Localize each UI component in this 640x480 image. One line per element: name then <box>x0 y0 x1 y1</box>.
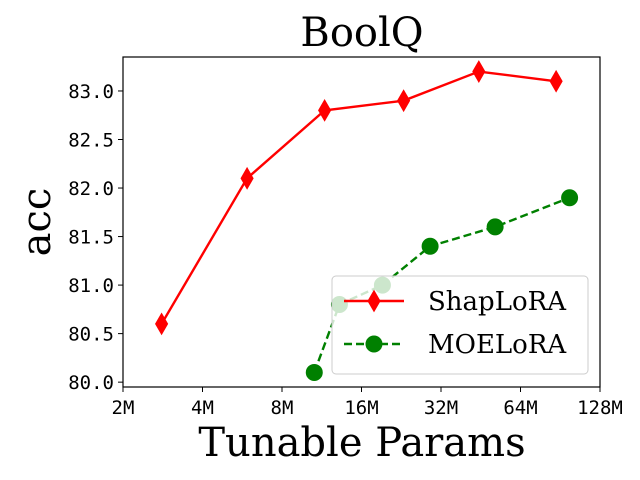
x-tick-label: 32M <box>424 397 458 419</box>
shaplora-point <box>472 60 486 83</box>
x-tick-label: 8M <box>271 397 294 419</box>
shaplora-line <box>160 70 557 325</box>
legend-label-shaplora: ShapLoRA <box>428 287 567 317</box>
y-axis-label: acc <box>14 188 60 257</box>
moelora-point <box>421 237 439 255</box>
y-tick-label: 82.5 <box>68 130 114 152</box>
shaplora-point <box>318 98 332 122</box>
series-shaplora <box>155 60 563 336</box>
x-axis: 2M 4M 8M 16M 32M 64M 128M <box>112 387 623 419</box>
y-tick-label: 81.0 <box>68 275 114 297</box>
shaplora-point <box>155 312 169 336</box>
y-tick-label: 80.0 <box>68 372 114 394</box>
legend: ShapLoRA MOELoRA <box>331 275 589 375</box>
x-tick-label: 16M <box>344 397 378 419</box>
x-tick-label: 4M <box>191 397 214 419</box>
legend-marker-shaplora <box>367 289 381 313</box>
y-tick-label: 83.0 <box>68 81 114 103</box>
legend-entry-shaplora: ShapLoRA <box>344 287 567 317</box>
legend-entry-moelora: MOELoRA <box>344 330 567 360</box>
moelora-point <box>305 363 323 381</box>
legend-marker-moelora <box>365 335 383 353</box>
x-tick-label: 2M <box>112 397 135 419</box>
y-tick-label: 80.5 <box>68 324 114 346</box>
legend-label-moelora: MOELoRA <box>428 330 567 360</box>
y-tick-label: 82.0 <box>68 178 114 200</box>
x-axis-label: Tunable Params <box>198 420 525 466</box>
moelora-point <box>561 189 579 207</box>
x-tick-label: 128M <box>577 397 623 419</box>
moelora-point <box>486 218 504 236</box>
shaplora-point <box>549 69 563 93</box>
chart-title: BoolQ <box>300 10 423 56</box>
y-tick-label: 81.5 <box>68 227 114 249</box>
shaplora-point <box>397 89 411 113</box>
shaplora-point <box>240 166 254 190</box>
x-tick-label: 64M <box>503 397 537 419</box>
y-axis: 80.0 80.5 81.0 81.5 82.0 82.5 83.0 <box>68 81 123 394</box>
